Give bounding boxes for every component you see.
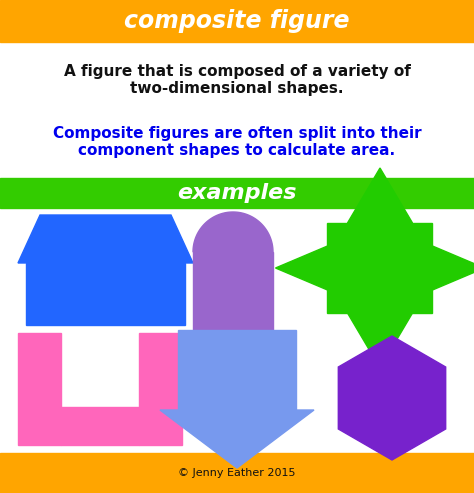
- Polygon shape: [193, 212, 273, 252]
- Bar: [61, 407, 139, 445]
- Bar: [0, 0, 474, 42]
- Bar: [178, 330, 296, 410]
- Bar: [139, 333, 182, 445]
- Text: © Jenny Eather 2015: © Jenny Eather 2015: [178, 468, 296, 478]
- Bar: [18, 333, 61, 445]
- Polygon shape: [160, 410, 314, 468]
- Polygon shape: [432, 246, 474, 290]
- Bar: [328, 223, 432, 313]
- Polygon shape: [347, 168, 412, 223]
- Bar: [193, 252, 273, 347]
- Bar: [0, 178, 474, 208]
- Polygon shape: [347, 313, 412, 368]
- Text: A figure that is composed of a variety of
two-dimensional shapes.: A figure that is composed of a variety o…: [64, 64, 410, 96]
- Polygon shape: [18, 215, 193, 263]
- Bar: [0, 453, 474, 493]
- Text: examples: examples: [177, 183, 297, 203]
- Polygon shape: [338, 336, 446, 460]
- Bar: [26, 263, 185, 325]
- Text: Composite figures are often split into their
component shapes to calculate area.: Composite figures are often split into t…: [53, 126, 421, 158]
- Bar: [0, 42, 474, 177]
- Polygon shape: [275, 246, 328, 290]
- Text: composite figure: composite figure: [124, 9, 350, 33]
